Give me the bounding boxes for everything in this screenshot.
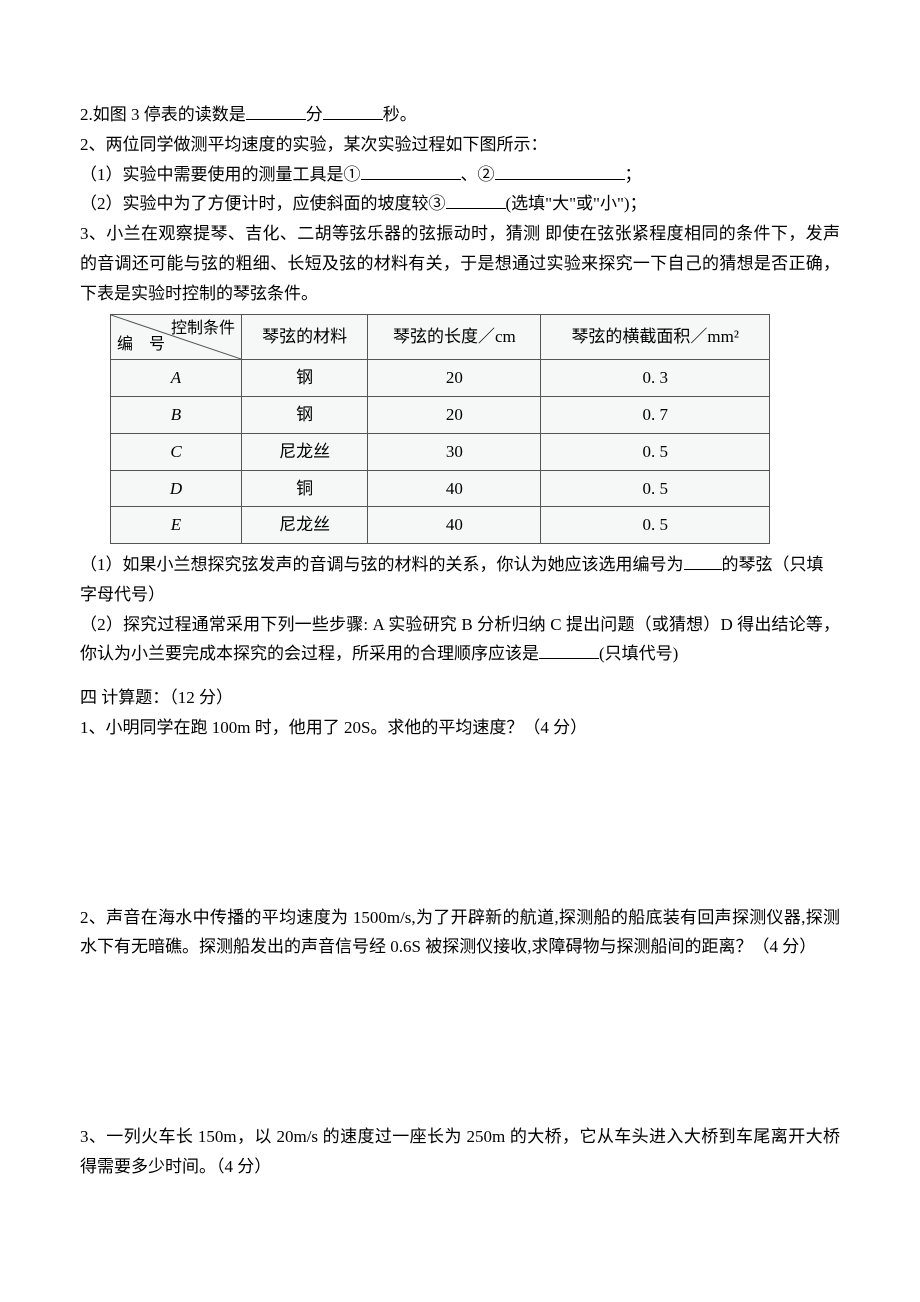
q2b-p1-a: （1）实验中需要使用的测量工具是①: [80, 165, 361, 184]
blank-tool2[interactable]: [495, 162, 625, 180]
workspace-q1: [80, 743, 840, 903]
cell-id: C: [111, 433, 242, 470]
q2b-p2-b: (选填"大"或"小")；: [506, 194, 647, 213]
cell-id: E: [111, 507, 242, 544]
cell-area: 0. 7: [541, 397, 770, 434]
q2b-p1: （1）实验中需要使用的测量工具是① 、② ；: [80, 160, 840, 190]
diag-top-label: 控制条件: [171, 315, 235, 343]
table-row: C 尼龙丝 30 0. 5: [111, 433, 770, 470]
q3-sub2: （2）探究过程通常采用下列一些步骤: A 实验研究 B 分析归纳 C 提出问题（…: [80, 610, 840, 670]
col-length: 琴弦的长度／cm: [368, 315, 541, 360]
cell-length: 30: [368, 433, 541, 470]
string-table-wrap: 控制条件 编 号 琴弦的材料 琴弦的长度／cm 琴弦的横截面积／mm² A 钢 …: [110, 314, 840, 544]
cell-area: 0. 5: [541, 470, 770, 507]
col-area: 琴弦的横截面积／mm²: [541, 315, 770, 360]
cell-material: 铜: [242, 470, 368, 507]
q2a-unit1: 分: [306, 105, 323, 124]
q3-sub2-a: （2）探究过程通常采用下列一些步骤: A 实验研究 B 分析归纳 C 提出问题（…: [80, 615, 840, 664]
cell-material: 尼龙丝: [242, 433, 368, 470]
cell-id: A: [111, 360, 242, 397]
cell-length: 40: [368, 470, 541, 507]
table-row: A 钢 20 0. 3: [111, 360, 770, 397]
cell-area: 0. 5: [541, 433, 770, 470]
blank-tool1[interactable]: [361, 162, 461, 180]
workspace-q2: [80, 962, 840, 1122]
q2b-p2-a: （2）实验中为了方便计时，应使斜面的坡度较③: [80, 194, 446, 213]
diag-header: 控制条件 编 号: [111, 315, 242, 360]
blank-minutes[interactable]: [246, 102, 306, 120]
table-row: D 铜 40 0. 5: [111, 470, 770, 507]
cell-material: 尼龙丝: [242, 507, 368, 544]
table-row: E 尼龙丝 40 0. 5: [111, 507, 770, 544]
blank-string-id[interactable]: [684, 552, 722, 570]
q3-text: 3、小兰在观察提琴、吉化、二胡等弦乐器的弦振动时，猜测 即使在弦张紧程度相同的条…: [80, 219, 840, 308]
exam-page: 2.如图 3 停表的读数是 分 秒。 2、两位同学做测平均速度的实验，某次实验过程如…: [0, 0, 920, 1302]
q2a-prefix: 2.如图 3 停表的读数是: [80, 105, 246, 124]
string-table: 控制条件 编 号 琴弦的材料 琴弦的长度／cm 琴弦的横截面积／mm² A 钢 …: [110, 314, 770, 544]
q2b-p1-b: 、②: [461, 165, 495, 184]
table-body: A 钢 20 0. 3 B 钢 20 0. 7 C 尼龙丝 30 0. 5: [111, 360, 770, 544]
blank-slope[interactable]: [446, 191, 506, 209]
table-header-row: 控制条件 编 号 琴弦的材料 琴弦的长度／cm 琴弦的横截面积／mm²: [111, 315, 770, 360]
col-material: 琴弦的材料: [242, 315, 368, 360]
q2a-unit2: 秒。: [383, 105, 417, 124]
q3-sub2-b: (只填代号): [599, 644, 678, 663]
q2b-p2: （2）实验中为了方便计时，应使斜面的坡度较③ (选填"大"或"小")；: [80, 189, 840, 219]
q3-sub1-a: （1）如果小兰想探究弦发声的音调与弦的材料的关系，你认为她应该选用编号为: [80, 555, 684, 574]
q2a-line: 2.如图 3 停表的读数是 分 秒。: [80, 100, 840, 130]
cell-id: B: [111, 397, 242, 434]
q2b-p1-c: ；: [625, 165, 642, 184]
q2b-lead: 2、两位同学做测平均速度的实验，某次实验过程如下图所示：: [80, 130, 840, 160]
cell-area: 0. 3: [541, 360, 770, 397]
table-row: B 钢 20 0. 7: [111, 397, 770, 434]
diag-bot-label: 编 号: [117, 331, 171, 359]
calc-q2: 2、声音在海水中传播的平均速度为 1500m/s,为了开辟新的航道,探测船的船底…: [80, 903, 840, 963]
cell-length: 20: [368, 397, 541, 434]
cell-id: D: [111, 470, 242, 507]
calc-q3: 3、一列火车长 150m，以 20m/s 的速度过一座长为 250m 的大桥，它…: [80, 1122, 840, 1182]
cell-length: 20: [368, 360, 541, 397]
cell-length: 40: [368, 507, 541, 544]
calc-q1: 1、小明同学在跑 100m 时，他用了 20S。求他的平均速度？（4 分）: [80, 713, 840, 743]
cell-material: 钢: [242, 397, 368, 434]
blank-order[interactable]: [539, 641, 599, 659]
cell-area: 0. 5: [541, 507, 770, 544]
cell-material: 钢: [242, 360, 368, 397]
q3-sub1: （1）如果小兰想探究弦发声的音调与弦的材料的关系，你认为她应该选用编号为的琴弦（…: [80, 550, 840, 610]
blank-seconds[interactable]: [323, 102, 383, 120]
section4-title: 四 计算题：（12 分）: [80, 683, 840, 713]
